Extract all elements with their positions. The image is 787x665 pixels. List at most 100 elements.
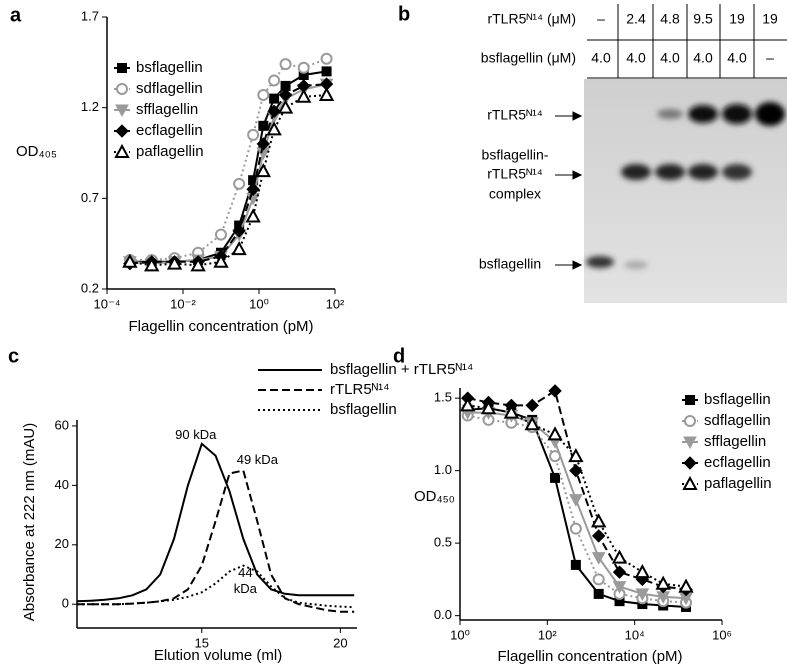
- series-line: [77, 564, 355, 609]
- marker: [267, 104, 281, 119]
- marker: [550, 472, 561, 483]
- marker: [548, 384, 562, 398]
- x-tick-label: 10⁶: [712, 627, 732, 642]
- table-cell: 4.0: [727, 50, 747, 66]
- marker: [480, 400, 497, 415]
- marker: [591, 513, 607, 528]
- panel-b: b rTLR5ᴺ¹⁴ (μM) – 2.4 4.8 9.5 19 19 bsfl…: [398, 3, 787, 303]
- series-line: [467, 411, 687, 600]
- panel-label: a: [10, 4, 22, 26]
- y-tick-label: 0.7: [81, 190, 99, 205]
- series-line: [129, 70, 327, 263]
- marker: [297, 61, 310, 74]
- x-axis-label: Flagellin concentration (pM): [128, 318, 313, 335]
- legend-marker: [114, 143, 130, 158]
- annotation: kDa: [234, 581, 258, 596]
- marker: [547, 426, 563, 441]
- marker: [247, 128, 260, 141]
- marker: [144, 257, 160, 272]
- x-tick-label: 15: [195, 635, 209, 650]
- legend-marker: [683, 456, 697, 470]
- legend-label: bsflagellin + rTLR5ᴺ¹⁴: [330, 361, 473, 378]
- y-axis-label: OD₄₅₀: [414, 488, 455, 505]
- gel-bands: [586, 102, 785, 269]
- marker: [612, 581, 627, 594]
- legend-label: rTLR5ᴺ¹⁴: [330, 381, 390, 398]
- x-tick-label: 10⁴: [625, 627, 645, 642]
- marker: [257, 88, 270, 101]
- table-cell: 4.0: [591, 50, 611, 66]
- table-cell: 4.0: [626, 50, 646, 66]
- marker: [122, 253, 138, 268]
- series-line: [76, 442, 355, 603]
- marker: [215, 228, 227, 241]
- band-arrows: [555, 111, 583, 270]
- x-tick-label: 10⁻²: [170, 296, 196, 311]
- table-cell: 19: [729, 11, 745, 27]
- marker: [591, 529, 606, 543]
- band-label: complex: [489, 186, 541, 202]
- marker: [166, 255, 183, 270]
- marker: [258, 120, 269, 131]
- legend-marker: [115, 104, 129, 118]
- series-line: [129, 94, 327, 267]
- marker: [190, 257, 206, 272]
- marker: [570, 559, 581, 570]
- table-cell: –: [597, 11, 605, 27]
- legend-label: bsflagellin: [136, 59, 203, 76]
- marker: [460, 397, 476, 412]
- marker: [592, 573, 605, 586]
- marker: [321, 66, 332, 77]
- y-tick-label: 0.0: [434, 607, 452, 622]
- chart: a 0.2 0.7 1.2 1.7 10⁻⁴ 10⁻² 10⁰ 10² Flagellin con…: [10, 4, 345, 335]
- marker: [611, 549, 628, 564]
- marker: [614, 596, 625, 607]
- marker: [655, 575, 671, 590]
- table-cell: 19: [762, 11, 778, 27]
- y-tick-label: 1.5: [434, 390, 452, 405]
- legend-marker: [115, 124, 129, 138]
- marker: [298, 70, 309, 81]
- marker: [634, 564, 651, 579]
- legend-label: bsflagellin: [704, 391, 771, 408]
- marker: [255, 163, 272, 178]
- row-label: rTLR5ᴺ¹⁴ (μM): [487, 11, 576, 27]
- marker: [525, 398, 539, 413]
- table-cell: 2.4: [626, 11, 646, 27]
- panel-label: d: [393, 345, 405, 367]
- chart: c 0 20 40 60 15 20 Elution volume (ml) Absorbanc…: [8, 345, 473, 664]
- x-tick-label: 10²: [326, 296, 345, 311]
- y-tick-label: 1.0: [434, 462, 452, 477]
- y-axis-label: Absorbance at 222 nm (mAU): [21, 423, 38, 621]
- marker: [266, 121, 282, 136]
- band-label: bsflagellin-: [482, 147, 549, 163]
- legend-label: sfflagellin: [136, 101, 198, 118]
- panel-label: b: [398, 3, 410, 25]
- legend-marker: [684, 415, 696, 427]
- annotation: 44: [238, 565, 252, 580]
- series-line: [467, 407, 687, 608]
- x-tick-label: 20: [333, 635, 347, 650]
- legend-label: sdflagellin: [704, 412, 771, 429]
- y-tick-label: 60: [55, 417, 69, 432]
- table-cell: 4.0: [693, 50, 713, 66]
- table-cell: –: [766, 50, 774, 66]
- marker: [279, 58, 292, 71]
- marker: [245, 208, 261, 223]
- gel-image: [584, 79, 787, 303]
- legend-marker: [685, 395, 695, 405]
- table-cell: 4.0: [660, 50, 680, 66]
- marker: [569, 463, 583, 478]
- marker: [569, 522, 582, 535]
- marker: [318, 86, 335, 101]
- y-tick-label: 1.7: [81, 8, 99, 23]
- marker: [612, 565, 627, 579]
- legend-label: paflagellin: [704, 475, 772, 492]
- marker: [569, 494, 583, 507]
- marker: [320, 52, 333, 65]
- legend-marker: [116, 83, 128, 95]
- marker: [568, 448, 584, 463]
- band-label: rTLR5ᴺ¹⁴: [487, 107, 543, 123]
- marker: [248, 175, 259, 186]
